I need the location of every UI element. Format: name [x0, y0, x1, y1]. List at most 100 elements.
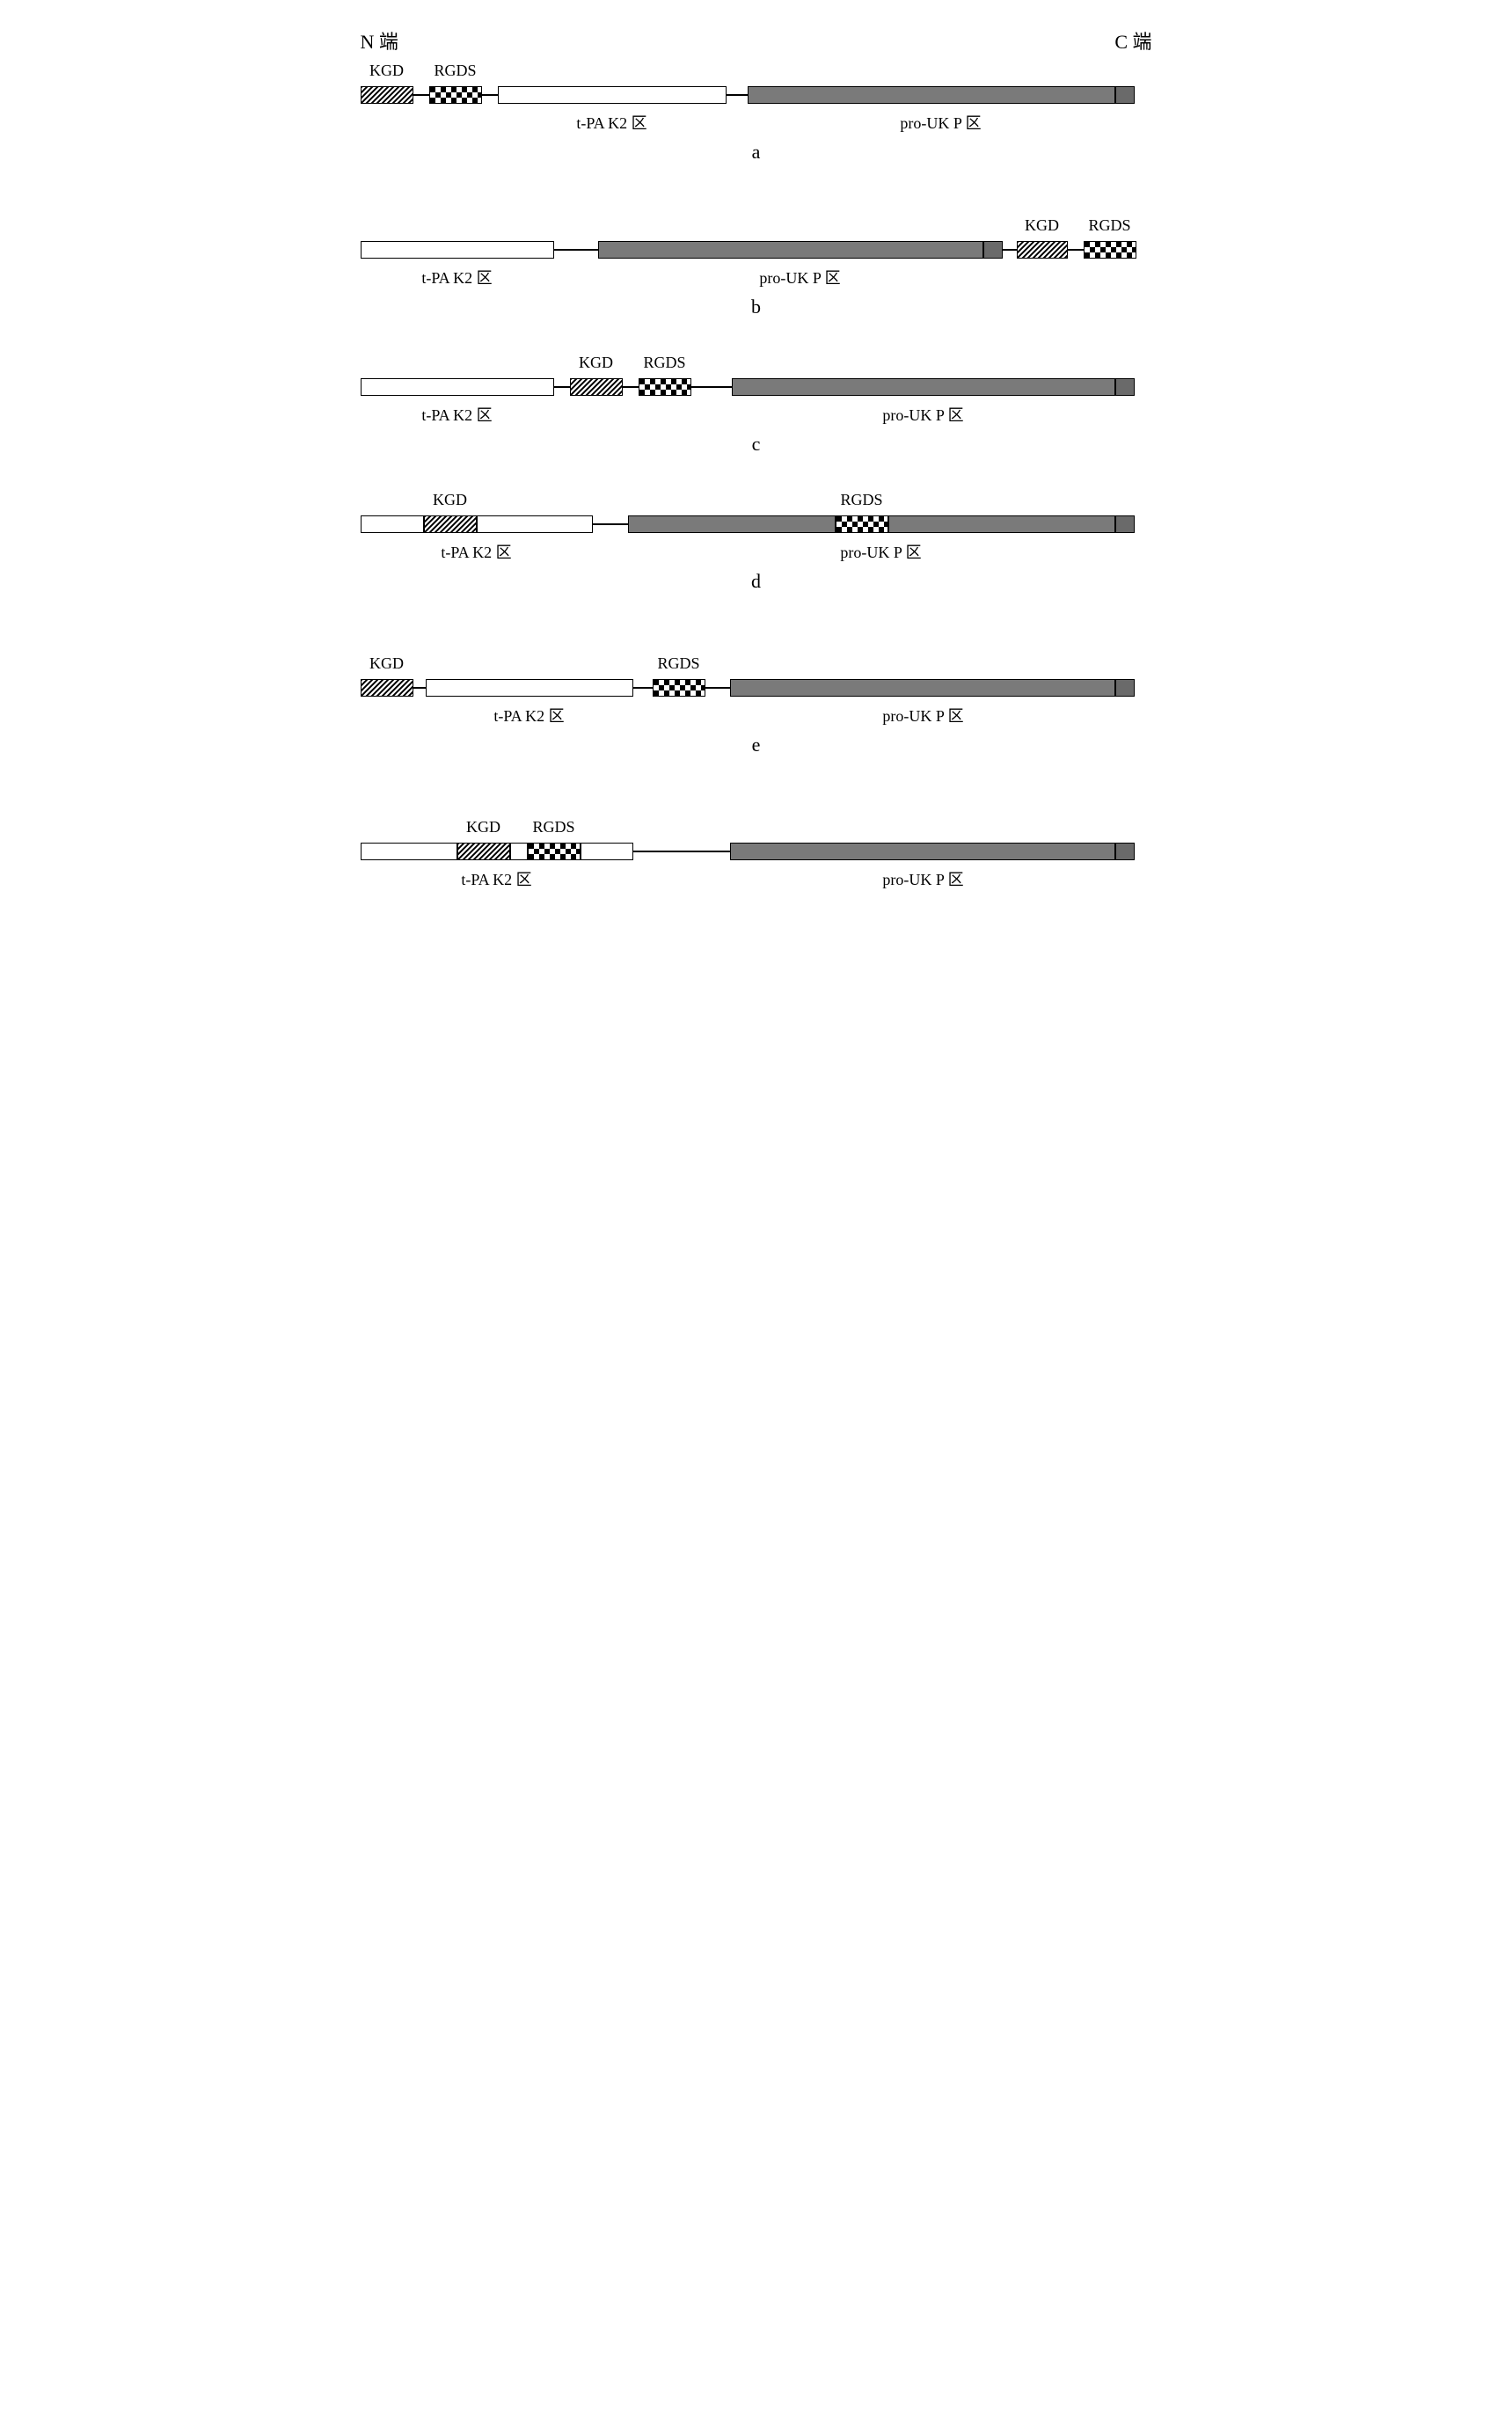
panel-letter: d: [361, 570, 1152, 593]
construct-b: KGD RGDS t-PA K2 区pro-UK P 区 b: [361, 216, 1152, 318]
segment-white: [498, 86, 727, 104]
segment-diag: [361, 86, 413, 104]
segment-checker: [429, 86, 482, 104]
construct-f: KGD RGDS t-PA K2 区 pro-UK P 区: [361, 818, 1152, 888]
lower-labels: t-PA K2 区pro-UK P 区: [361, 704, 1152, 725]
segment-checker: [836, 515, 888, 533]
connector: [633, 687, 653, 689]
segment-white: [477, 515, 593, 533]
segment-grayend: [1115, 515, 1135, 533]
label-rgds: RGDS: [657, 654, 699, 673]
label-rgds: RGDS: [1088, 216, 1130, 235]
segment-checker: [639, 378, 691, 396]
label-tpa: t-PA K2 区: [441, 540, 511, 563]
construct-a: KGD RGDS t-PA K2 区 pro-UK P 区 a: [361, 62, 1152, 164]
panel-letter: e: [361, 734, 1152, 756]
panel-letter: b: [361, 296, 1152, 318]
label-tpa: t-PA K2 区: [421, 266, 492, 289]
upper-labels: KGDRGDS: [361, 491, 1152, 512]
label-rgds: RGDS: [434, 62, 476, 80]
connector: [413, 94, 429, 96]
segment-white: [426, 679, 633, 697]
track: [361, 841, 1152, 862]
constructs-container: KGDRGDSt-PA K2 区pro-UK P 区aKGDRGDSt-PA K…: [361, 62, 1152, 888]
connector: [727, 94, 748, 96]
checker-pattern-icon: [529, 844, 580, 859]
segment-white: [581, 843, 633, 860]
segment-diag: [424, 515, 477, 533]
segment-diag: [361, 679, 413, 697]
upper-labels: KGD RGDS: [361, 62, 1152, 83]
segment-checker: [528, 843, 581, 860]
segment-grayend: [1115, 86, 1135, 104]
label-tpa: t-PA K2 区: [421, 403, 492, 426]
label-pro: pro-UK P 区: [900, 111, 981, 134]
track: [361, 376, 1152, 398]
track: [361, 677, 1152, 698]
label-kgd: KGD: [369, 62, 404, 80]
label-rgds: RGDS: [643, 354, 685, 372]
label-kgd: KGD: [1025, 216, 1059, 235]
upper-labels: KGD RGDS: [361, 818, 1152, 839]
segment-white: [361, 843, 457, 860]
terminal-labels: N 端 C 端: [361, 26, 1152, 55]
connector: [554, 386, 570, 388]
connector: [482, 94, 498, 96]
label-kgd: KGD: [369, 654, 404, 673]
diag-pattern-icon: [458, 844, 509, 859]
label-tpa: t-PA K2 区: [576, 111, 646, 134]
segment-diag: [457, 843, 510, 860]
segment-gray: [730, 843, 1115, 860]
segment-gray: [628, 515, 836, 533]
connector: [554, 249, 598, 251]
segment-checker: [653, 679, 705, 697]
diag-pattern-icon: [425, 516, 476, 532]
label-kgd: KGD: [579, 354, 613, 372]
upper-labels: KGD RGDS: [361, 216, 1152, 237]
segment-diag: [570, 378, 623, 396]
segment-diag: [1017, 241, 1068, 259]
segment-gray: [748, 86, 1115, 104]
track: [361, 84, 1152, 106]
segment-white: [510, 843, 528, 860]
lower-labels: t-PA K2 区pro-UK P 区: [361, 266, 1152, 287]
checker-pattern-icon: [430, 87, 481, 103]
construct-e: KGD RGDS t-PA K2 区pro-UK P 区 e: [361, 654, 1152, 756]
segment-gray: [598, 241, 983, 259]
panel-letter: c: [361, 433, 1152, 456]
segment-white: [361, 241, 554, 259]
track: [361, 514, 1152, 535]
label-pro: pro-UK P 区: [840, 540, 921, 563]
diag-pattern-icon: [362, 87, 413, 103]
checker-pattern-icon: [639, 379, 690, 395]
figure: N 端 C 端 KGDRGDSt-PA K2 区pro-UK P 区aKGDRG…: [361, 26, 1152, 888]
segment-grayend: [983, 241, 1003, 259]
label-kgd: KGD: [433, 491, 467, 509]
segment-white: [361, 515, 424, 533]
segment-gray: [732, 378, 1115, 396]
checker-pattern-icon: [654, 680, 705, 696]
label-pro: pro-UK P 区: [882, 704, 963, 727]
segment-grayend: [1115, 843, 1135, 860]
construct-d: KGDRGDS t-PA K2 区 pro-UK P 区 d: [361, 491, 1152, 593]
construct-c: KGD RGDS t-PA K2 区pro-UK P 区 c: [361, 354, 1152, 456]
connector: [691, 386, 732, 388]
lower-labels: t-PA K2 区pro-UK P 区: [361, 403, 1152, 424]
lower-labels: t-PA K2 区 pro-UK P 区: [361, 540, 1152, 561]
connector: [1003, 249, 1017, 251]
lower-labels: t-PA K2 区 pro-UK P 区: [361, 111, 1152, 132]
label-kgd: KGD: [466, 818, 500, 836]
connector: [623, 386, 639, 388]
n-terminal-label: N 端: [361, 26, 398, 55]
segment-gray: [888, 515, 1115, 533]
label-tpa: t-PA K2 区: [461, 867, 531, 890]
connector: [1068, 249, 1084, 251]
upper-labels: KGD RGDS: [361, 354, 1152, 375]
segment-gray: [730, 679, 1115, 697]
track: [361, 239, 1152, 260]
segment-grayend: [1115, 378, 1135, 396]
panel-letter: a: [361, 141, 1152, 164]
label-pro: pro-UK P 区: [882, 867, 963, 890]
checker-pattern-icon: [836, 516, 887, 532]
label-rgds: RGDS: [532, 818, 574, 836]
